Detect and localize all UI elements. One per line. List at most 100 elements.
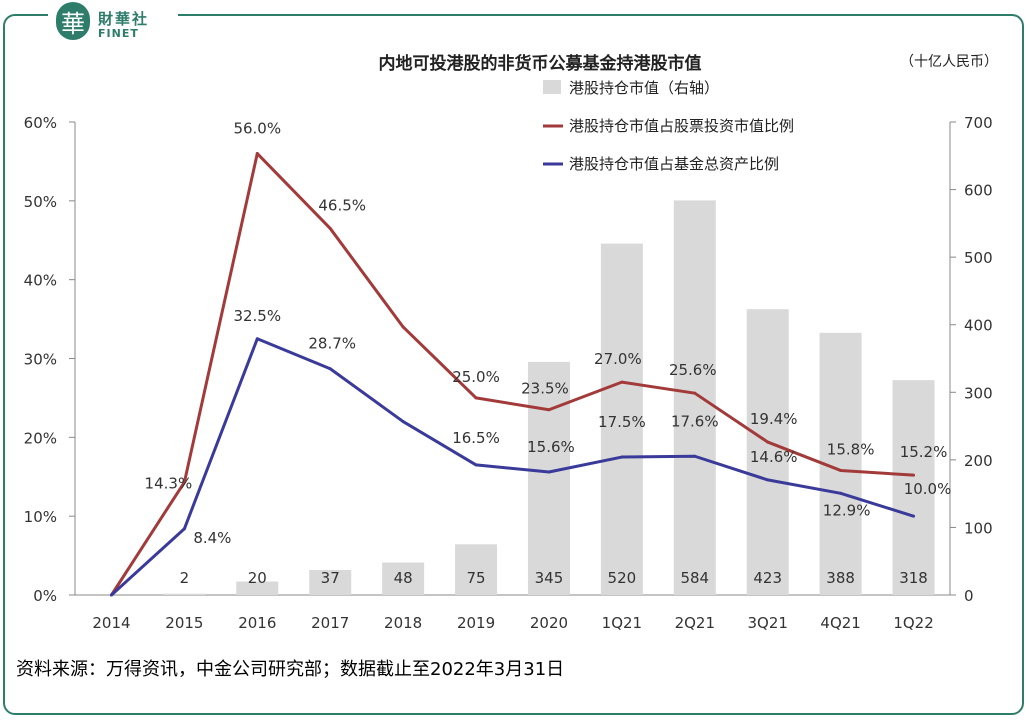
bar-label: 388 <box>826 569 855 587</box>
x-tick-label: 1Q21 <box>602 614 642 632</box>
bar <box>600 243 643 595</box>
data-point <box>401 325 405 329</box>
legend-label-assets-ratio: 港股持仓市值占基金总资产比例 <box>569 155 779 173</box>
x-tick-label: 2016 <box>238 614 276 632</box>
line-data-label: 15.6% <box>527 438 575 456</box>
data-point <box>182 527 186 531</box>
brand-logo: 華 財華社 FINET <box>48 0 178 44</box>
line-data-label: 14.6% <box>750 448 798 466</box>
data-point <box>474 396 478 400</box>
line-data-label: 23.5% <box>521 380 569 398</box>
data-point <box>766 478 770 482</box>
line-data-label: 14.3% <box>145 474 193 492</box>
data-point <box>547 408 551 412</box>
legend-label-stock-ratio: 港股持仓市值占股票投资市值比例 <box>569 117 794 135</box>
data-point <box>182 480 186 484</box>
line-data-label: 56.0% <box>233 120 281 138</box>
data-point <box>912 473 916 477</box>
y-right-tick-label: 700 <box>964 114 993 132</box>
y-left-tick-label: 40% <box>24 272 57 290</box>
line-data-label: 46.5% <box>318 196 366 214</box>
y-left-tick-label: 0% <box>33 587 57 605</box>
y-left-tick-label: 60% <box>24 114 57 132</box>
line-data-label: 10.0% <box>904 480 952 498</box>
data-point <box>912 514 916 518</box>
x-tick-label: 3Q21 <box>747 614 787 632</box>
unit-label: （十亿人民币） <box>900 54 998 70</box>
bar-label: 2 <box>180 569 190 587</box>
line-data-label: 25.6% <box>669 361 717 379</box>
chart-frame <box>3 14 1024 715</box>
legend-label-bars: 港股持仓市值（右轴） <box>569 79 719 97</box>
series-line-assets-ratio <box>110 337 914 597</box>
line-data-label: 28.7% <box>308 335 356 353</box>
bar-label: 318 <box>899 569 928 587</box>
bar-label: 345 <box>535 569 564 587</box>
data-point <box>474 463 478 467</box>
data-point <box>839 491 843 495</box>
legend-swatch-bars <box>543 80 561 94</box>
bar-label: 48 <box>394 569 413 587</box>
line-data-label: 25.0% <box>452 368 500 386</box>
y-right-tick-label: 100 <box>964 519 993 537</box>
x-tick-label: 2018 <box>384 614 422 632</box>
bar <box>309 569 352 595</box>
y-right-tick-label: 500 <box>964 249 993 267</box>
bar <box>892 380 935 595</box>
line-data-label: 27.0% <box>594 350 642 368</box>
x-tick-label: 2019 <box>457 614 495 632</box>
brand-logo-icon: 華 <box>56 2 90 40</box>
data-point <box>255 152 259 156</box>
bar <box>236 581 279 595</box>
data-point <box>766 440 770 444</box>
bar-label: 520 <box>608 569 637 587</box>
bar <box>455 544 498 595</box>
line-data-label: 17.5% <box>598 413 646 431</box>
y-left-tick-label: 10% <box>24 508 57 526</box>
bar <box>746 309 789 595</box>
line-data-label: 19.4% <box>750 410 798 428</box>
bar <box>527 361 570 595</box>
data-point <box>693 391 697 395</box>
bar-label: 20 <box>248 569 267 587</box>
y-right-tick-label: 200 <box>964 452 993 470</box>
x-tick-label: 4Q21 <box>820 614 860 632</box>
bar-label: 584 <box>680 569 709 587</box>
brand-name-cn: 財華社 <box>98 10 150 28</box>
bar <box>673 200 716 595</box>
chart-title: 内地可投港股的非货币公募基金持港股市值 <box>379 53 702 74</box>
data-point <box>255 337 259 341</box>
y-left-tick-label: 30% <box>24 351 57 369</box>
y-left-tick-label: 50% <box>24 193 57 211</box>
y-right-tick-label: 600 <box>964 182 993 200</box>
line-data-label: 16.5% <box>452 429 500 447</box>
data-point <box>328 367 332 371</box>
y-right-tick-label: 0 <box>964 587 974 605</box>
y-right-tick-label: 300 <box>964 384 993 402</box>
data-point <box>328 226 332 230</box>
y-left-tick-label: 20% <box>24 429 57 447</box>
bar-label: 423 <box>753 569 782 587</box>
x-tick-label: 2015 <box>165 614 203 632</box>
bar-label: 75 <box>466 569 485 587</box>
x-tick-label: 2017 <box>311 614 349 632</box>
bar <box>163 593 206 595</box>
x-tick-label: 2014 <box>92 614 130 632</box>
data-point <box>839 468 843 472</box>
data-point <box>620 380 624 384</box>
data-point <box>693 454 697 458</box>
line-data-label: 12.9% <box>823 501 871 519</box>
x-tick-label: 2Q21 <box>675 614 715 632</box>
x-tick-label: 2020 <box>530 614 568 632</box>
line-data-label: 15.8% <box>827 440 875 458</box>
bar-label: 37 <box>321 569 340 587</box>
line-data-label: 32.5% <box>233 307 281 325</box>
data-point <box>547 470 551 474</box>
bar <box>382 562 425 595</box>
series-line-stock-ratio <box>110 152 914 596</box>
line-data-label: 8.4% <box>193 529 231 547</box>
y-right-tick-label: 400 <box>964 317 993 335</box>
line-data-label: 15.2% <box>900 443 948 461</box>
data-point <box>620 455 624 459</box>
